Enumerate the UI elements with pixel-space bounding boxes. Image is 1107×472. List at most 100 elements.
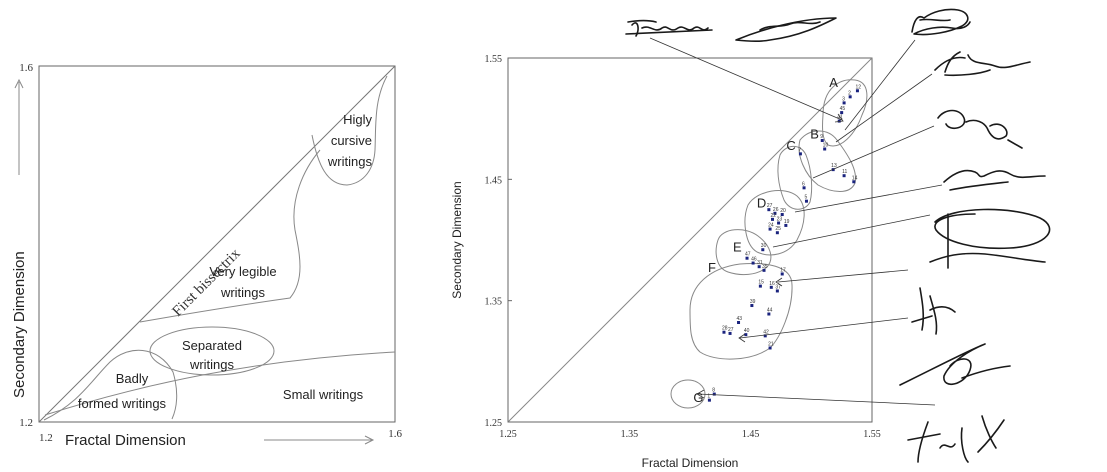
left-y-axis-title: Secondary Dimension xyxy=(11,251,28,398)
arrowhead-8 xyxy=(738,333,746,343)
data-point-b-14 xyxy=(852,180,856,184)
data-point-label-f-44: 44 xyxy=(767,308,773,314)
data-point-label-f-17: 17 xyxy=(780,267,786,273)
badly-label-line-1: Badly xyxy=(116,371,149,386)
data-point-f-42 xyxy=(763,334,767,338)
data-point-label-f-37: 37 xyxy=(775,284,781,290)
signature-7-icon xyxy=(929,208,1051,269)
arrowhead-1 xyxy=(834,113,844,123)
data-point-label-b-14: 14 xyxy=(852,175,858,181)
signature-arrows xyxy=(649,37,943,406)
data-point-e-47 xyxy=(745,256,749,260)
cluster-label-g: G xyxy=(693,390,703,405)
signature-6-icon xyxy=(943,169,1046,191)
chart-ticks: 1.25 1.35 1.45 1.55 1.25 1.35 1.45 1.55 xyxy=(485,54,881,440)
data-point-label-e-30: 30 xyxy=(761,243,767,249)
data-point-label-d-23: 23 xyxy=(777,217,783,223)
data-point-f-17 xyxy=(780,272,784,276)
arrowhead-7b xyxy=(775,277,783,287)
data-point-f-43 xyxy=(737,321,741,325)
data-point-b-11 xyxy=(842,174,846,178)
chart-frame xyxy=(507,57,873,423)
legible-region-boundary xyxy=(139,149,321,323)
data-point-label-f-28: 28 xyxy=(722,326,728,332)
data-point-a-2 xyxy=(848,95,852,99)
data-point-e-35 xyxy=(762,268,766,272)
data-point-label-c-5: 5 xyxy=(804,195,807,201)
arrow-signature-7b xyxy=(777,269,909,283)
arrow-signature-8 xyxy=(739,317,909,339)
data-point-d-20 xyxy=(780,213,784,217)
data-point-a-12 xyxy=(855,89,859,93)
data-point-label-e-35: 35 xyxy=(762,264,768,270)
data-point-label-g-1: 1 xyxy=(707,394,710,400)
signature-3-icon xyxy=(911,8,971,36)
badly-formed-region-boundary xyxy=(43,349,178,421)
data-point-f-37 xyxy=(775,289,779,293)
data-point-label-a-12: 12 xyxy=(855,84,861,90)
cluster-label-a: A xyxy=(829,75,838,90)
arrow-signature-4 xyxy=(835,73,933,143)
signatures xyxy=(625,8,1051,463)
first-bisectrix-line xyxy=(38,65,396,423)
arrow-signature-5 xyxy=(812,125,935,179)
x-tick-label-1: 1.35 xyxy=(621,429,639,440)
cluster-outline-a xyxy=(822,79,868,147)
cluster-outline-d xyxy=(744,189,805,256)
data-point-label-f-39: 39 xyxy=(750,299,756,305)
data-point-label-f-42: 42 xyxy=(763,329,769,335)
data-point-label-f-27: 27 xyxy=(728,327,734,333)
data-point-a-3 xyxy=(842,101,846,105)
cursive-region-boundary xyxy=(311,75,388,186)
data-point-d-22 xyxy=(771,217,775,221)
cluster-outline-b xyxy=(798,130,857,192)
signature-2-icon xyxy=(735,17,837,42)
data-point-f-27 xyxy=(728,331,732,335)
data-point-label-d-24: 24 xyxy=(768,223,774,229)
data-point-f-39 xyxy=(750,304,754,308)
data-point-label-f-40: 40 xyxy=(744,328,750,334)
data-point-c-7 xyxy=(798,152,802,156)
data-point-d-24 xyxy=(768,227,772,231)
data-point-a-45 xyxy=(840,111,844,115)
cluster-outline-f xyxy=(689,263,793,360)
small-writings-label: Small writings xyxy=(283,387,364,402)
data-point-b-10 xyxy=(823,147,827,151)
cursive-label-line-3: writings xyxy=(327,154,373,169)
data-point-g-8 xyxy=(712,392,716,396)
legible-label-line-1: Very legible xyxy=(209,264,276,279)
data-point-f-28 xyxy=(722,330,726,334)
data-point-label-b-11: 11 xyxy=(842,169,847,175)
chart-diagonal xyxy=(507,57,873,423)
data-point-e-30 xyxy=(761,248,765,252)
separated-label-line-2: writings xyxy=(189,357,235,372)
data-point-label-b-9: 9 xyxy=(820,134,823,140)
cluster-label-d: D xyxy=(757,196,766,211)
arrow-signature-6 xyxy=(794,184,943,213)
data-point-d-27 xyxy=(767,208,771,212)
data-point-label-c-6: 6 xyxy=(802,181,805,187)
data-point-d-19 xyxy=(784,223,788,227)
x-tick-label-2: 1.45 xyxy=(742,429,760,440)
cluster-label-c: C xyxy=(786,138,795,153)
x-axis-arrowhead xyxy=(364,435,375,445)
data-point-label-c-7: 7 xyxy=(798,147,801,153)
y-axis-arrowhead xyxy=(14,78,24,89)
y-tick-label-3: 1.55 xyxy=(485,54,503,65)
data-point-f-15 xyxy=(758,284,762,288)
data-point-label-d-19: 19 xyxy=(784,219,790,225)
separated-label-line-1: Separated xyxy=(182,338,242,353)
data-point-label-d-20: 20 xyxy=(780,208,786,214)
cluster-labels: A BC D E F G xyxy=(693,75,838,405)
small-writings-boundary xyxy=(44,351,396,416)
bisectrix-label: First bissectrix xyxy=(170,245,244,319)
data-point-e-31 xyxy=(757,265,761,269)
arrow-signature-9 xyxy=(697,393,936,406)
y-tick-label-2: 1.45 xyxy=(485,175,503,186)
data-point-label-f-21: 21 xyxy=(768,341,774,347)
data-point-label-f-16: 16 xyxy=(769,281,775,287)
data-point-d-26 xyxy=(773,211,777,215)
data-point-label-g-8: 8 xyxy=(712,388,715,394)
